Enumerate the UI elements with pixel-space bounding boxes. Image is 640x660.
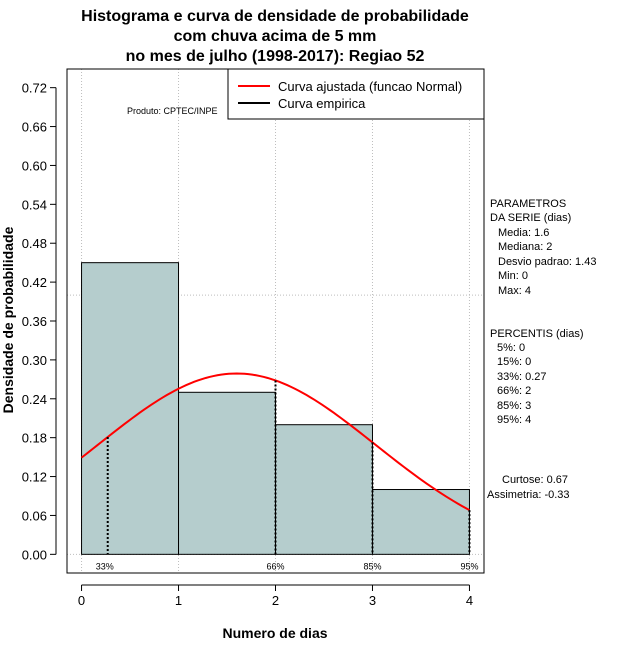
chart-title-line-3: no mes de julho (1998-2017): Regiao 52 — [126, 48, 425, 65]
percentil-15: 15%: 0 — [497, 356, 531, 368]
y-tick-label-10: 0.60 — [22, 158, 47, 173]
x-tick-label-2: 2 — [272, 593, 279, 608]
percentis-panel: PERCENTIS (dias) 5%: 0 15%: 0 33%: 0.27 … — [490, 328, 584, 426]
param-media: Media: 1.6 — [498, 227, 549, 239]
params-panel: PARAMETROS DA SERIE (dias) Media: 1.6 Me… — [490, 198, 596, 297]
y-tick-label-5: 0.30 — [22, 353, 47, 368]
legend-label-normal: Curva ajustada (funcao Normal) — [278, 79, 462, 94]
y-tick-label-8: 0.48 — [22, 236, 47, 251]
legend-label-empirical: Curva empirica — [278, 96, 366, 111]
param-mediana: Mediana: 2 — [498, 241, 552, 253]
y-axis-label: Densidade de probabilidade — [0, 226, 16, 413]
y-axis: 0.00 0.06 0.12 0.18 0.24 0.30 0.36 0.42 0.48 0.54… — [22, 81, 57, 562]
y-tick-label-4: 0.24 — [22, 392, 47, 407]
y-tick-label-2: 0.12 — [22, 470, 47, 485]
percentis-heading: PERCENTIS (dias) — [490, 328, 584, 340]
y-tick-label-1: 0.06 — [22, 508, 47, 523]
y-tick-label-3: 0.18 — [22, 431, 47, 446]
x-axis-label: Numero de dias — [222, 625, 327, 641]
y-tick-label-0: 0.00 — [22, 547, 47, 562]
histogram-bar-2 — [275, 424, 373, 555]
percentil-5: 5%: 0 — [497, 342, 525, 354]
legend-box — [227, 68, 485, 120]
assimetria-text: Assimetria: -0.33 — [487, 489, 570, 501]
percentil-85: 85%: 3 — [497, 400, 531, 412]
histogram-bar-0 — [81, 262, 180, 555]
chart-title-line-1: Histograma e curva de densidade de proba… — [81, 8, 469, 25]
percentil-33: 33%: 0.27 — [497, 371, 547, 383]
x-tick-label-3: 3 — [369, 593, 376, 608]
x-axis: 0 1 2 3 4 — [78, 584, 473, 608]
legend: Curva ajustada (funcao Normal) Curva emp… — [227, 68, 485, 120]
percentil-66: 66%: 2 — [497, 385, 531, 397]
param-min: Min: 0 — [498, 270, 528, 282]
percentile-label-2: 85% — [363, 561, 381, 571]
params-heading-1: PARAMETROS — [490, 198, 566, 210]
y-tick-label-12: 0.72 — [22, 81, 47, 96]
percentile-label-3: 95% — [460, 561, 478, 571]
histogram-bar-1 — [178, 391, 276, 555]
y-tick-label-7: 0.42 — [22, 275, 47, 290]
y-tick-label-6: 0.36 — [22, 314, 47, 329]
chart-title-line-2: com chuva acima de 5 mm — [174, 28, 377, 45]
x-tick-label-4: 4 — [466, 593, 473, 608]
x-tick-label-0: 0 — [78, 593, 85, 608]
percentile-markers: 33% 66% 85% 95% — [96, 380, 478, 571]
y-tick-label-9: 0.54 — [22, 197, 47, 212]
param-desvio: Desvio padrao: 1.43 — [498, 256, 596, 268]
histogram-bars — [81, 262, 470, 555]
percentil-95: 95%: 4 — [497, 414, 531, 426]
histogram-bar-3 — [371, 489, 470, 555]
x-tick-label-1: 1 — [175, 593, 182, 608]
credit-text: Produto: CPTEC/INPE — [127, 106, 218, 116]
percentile-label-0: 33% — [96, 561, 114, 571]
curtose-text: Curtose: 0.67 — [502, 474, 568, 486]
params-heading-2: DA SERIE (dias) — [490, 212, 571, 224]
percentile-label-1: 66% — [266, 561, 284, 571]
y-tick-label-11: 0.66 — [22, 120, 47, 135]
param-max: Max: 4 — [498, 285, 531, 297]
